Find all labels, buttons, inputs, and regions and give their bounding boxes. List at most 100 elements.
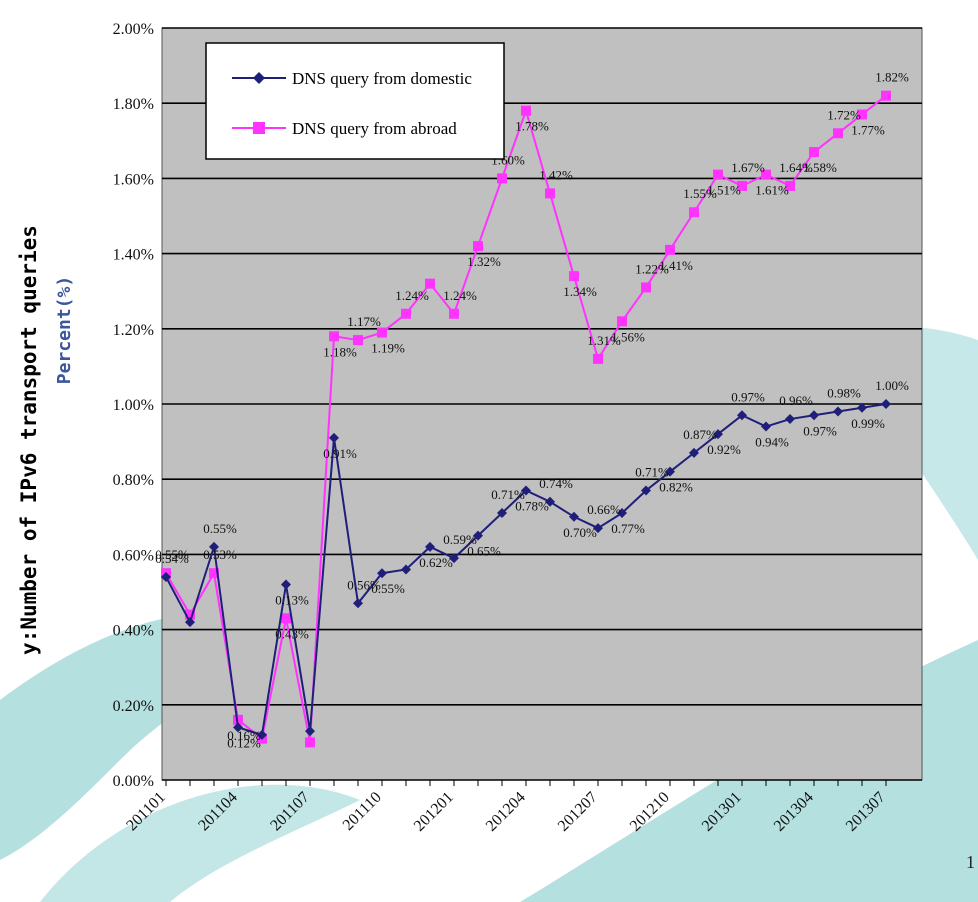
data-point-domestic bbox=[833, 406, 843, 417]
legend-label-abroad: DNS query from abroad bbox=[292, 119, 457, 138]
y-tick-label: 1.20% bbox=[113, 322, 154, 339]
data-point-abroad bbox=[833, 128, 843, 139]
data-point-domestic bbox=[329, 432, 339, 443]
y-axis-title: y:Number of IPv6 transport queries bbox=[17, 225, 41, 655]
data-point-abroad bbox=[809, 147, 819, 158]
data-point-abroad bbox=[593, 353, 603, 364]
y-tick-label: 0.20% bbox=[113, 698, 154, 715]
data-label-domestic: 0.77% bbox=[611, 521, 645, 536]
data-label-abroad: 0.53% bbox=[203, 547, 237, 562]
data-label-abroad: 1.18% bbox=[323, 344, 357, 359]
data-point-abroad bbox=[521, 105, 531, 116]
data-point-domestic bbox=[209, 541, 219, 552]
data-point-domestic bbox=[761, 421, 771, 432]
data-point-domestic bbox=[569, 511, 579, 522]
data-label-abroad: 1.61% bbox=[755, 183, 789, 198]
data-point-abroad bbox=[713, 169, 723, 180]
data-point-abroad bbox=[569, 271, 579, 282]
data-label-abroad: 1.22% bbox=[635, 261, 669, 276]
data-point-abroad bbox=[665, 244, 675, 255]
legend-marker-abroad bbox=[253, 122, 265, 134]
data-point-abroad bbox=[617, 316, 627, 327]
data-point-domestic bbox=[857, 402, 867, 413]
data-label-abroad: 1.34% bbox=[563, 284, 597, 299]
y-tick-label: 2.00% bbox=[113, 21, 154, 38]
data-label-abroad: 0.55% bbox=[155, 547, 189, 562]
data-point-domestic bbox=[881, 399, 891, 409]
data-point-abroad bbox=[449, 308, 459, 319]
data-label-abroad: 1.77% bbox=[851, 122, 885, 137]
data-label-domestic: 0.65% bbox=[467, 544, 501, 559]
data-point-domestic bbox=[593, 523, 603, 534]
data-label-abroad: 1.67% bbox=[731, 160, 765, 175]
data-point-domestic bbox=[377, 568, 387, 579]
data-label-domestic: 0.71% bbox=[491, 487, 525, 502]
data-label-abroad: 1.19% bbox=[371, 341, 405, 356]
data-point-domestic bbox=[401, 564, 411, 575]
legend-box bbox=[205, 42, 505, 160]
data-label-abroad: 1.72% bbox=[827, 107, 861, 122]
data-label-abroad: 1.24% bbox=[395, 288, 429, 303]
data-label-abroad: 1.58% bbox=[803, 160, 837, 175]
y-tick-label: 1.60% bbox=[113, 171, 154, 188]
data-label-domestic: 0.97% bbox=[803, 423, 837, 438]
data-point-abroad bbox=[785, 180, 795, 191]
data-point-abroad bbox=[545, 188, 555, 199]
y-tick-label: 1.40% bbox=[113, 247, 154, 264]
data-label-abroad: 1.17% bbox=[347, 314, 381, 329]
data-point-domestic bbox=[689, 447, 699, 458]
data-point-domestic bbox=[353, 598, 363, 609]
data-point-domestic bbox=[641, 485, 651, 496]
data-point-domestic bbox=[809, 410, 819, 421]
data-label-domestic: 0.66% bbox=[587, 502, 621, 517]
data-point-domestic bbox=[617, 508, 627, 519]
legend-marker-domestic bbox=[253, 72, 265, 84]
data-label-domestic: 0.97% bbox=[731, 389, 765, 404]
data-point-domestic bbox=[281, 579, 291, 590]
data-point-abroad bbox=[353, 335, 363, 346]
x-tick-label: 201201 bbox=[411, 789, 457, 835]
data-point-domestic bbox=[449, 553, 459, 564]
data-point-abroad bbox=[761, 169, 771, 180]
data-label-domestic: 0.87% bbox=[683, 427, 717, 442]
data-point-abroad bbox=[185, 609, 195, 620]
y-tick-label: 0.40% bbox=[113, 623, 154, 640]
data-label-domestic: 0.59% bbox=[443, 532, 477, 547]
data-point-abroad bbox=[401, 308, 411, 319]
data-label-domestic: 0.55% bbox=[371, 581, 405, 596]
data-labels: 0.54%0.55%0.12%0.13%0.91%0.56%0.55%0.62%… bbox=[155, 70, 909, 751]
data-label-domestic: 0.13% bbox=[275, 592, 309, 607]
data-point-domestic bbox=[257, 729, 267, 740]
y-tick-label: 1.80% bbox=[113, 96, 154, 113]
data-point-abroad bbox=[425, 278, 435, 289]
data-point-domestic bbox=[521, 485, 531, 496]
data-point-abroad bbox=[281, 613, 291, 624]
data-label-abroad: 1.51% bbox=[707, 183, 741, 198]
y-tick-label: 0.80% bbox=[113, 472, 154, 489]
y-tick-label: 1.00% bbox=[113, 397, 154, 414]
data-label-domestic: 0.12% bbox=[227, 735, 261, 750]
data-label-domestic: 1.00% bbox=[875, 378, 909, 393]
data-point-domestic bbox=[305, 726, 315, 737]
data-label-domestic: 0.55% bbox=[203, 521, 237, 536]
data-label-domestic: 0.62% bbox=[419, 555, 453, 570]
data-point-domestic bbox=[185, 617, 195, 628]
data-point-abroad bbox=[881, 90, 891, 101]
data-label-abroad: 1.64% bbox=[779, 160, 813, 175]
data-point-abroad bbox=[305, 737, 315, 748]
y-axis-title-partial: Percent(%) bbox=[54, 276, 75, 384]
data-label-domestic: 0.91% bbox=[323, 446, 357, 461]
data-point-abroad bbox=[497, 173, 507, 184]
data-point-domestic bbox=[233, 722, 243, 733]
x-tick-label: 201204 bbox=[483, 789, 529, 835]
data-label-domestic: 0.71% bbox=[635, 464, 669, 479]
data-point-domestic bbox=[425, 541, 435, 552]
data-label-domestic: 0.78% bbox=[515, 498, 549, 513]
legend: DNS query from domestic DNS query from a… bbox=[205, 42, 505, 160]
data-label-abroad: 0.43% bbox=[275, 626, 309, 641]
data-label-domestic: 0.74% bbox=[539, 476, 573, 491]
data-label-domestic: 0.94% bbox=[755, 435, 789, 450]
data-point-domestic bbox=[737, 410, 747, 421]
data-label-abroad: 1.24% bbox=[443, 288, 477, 303]
data-point-abroad bbox=[473, 241, 483, 252]
